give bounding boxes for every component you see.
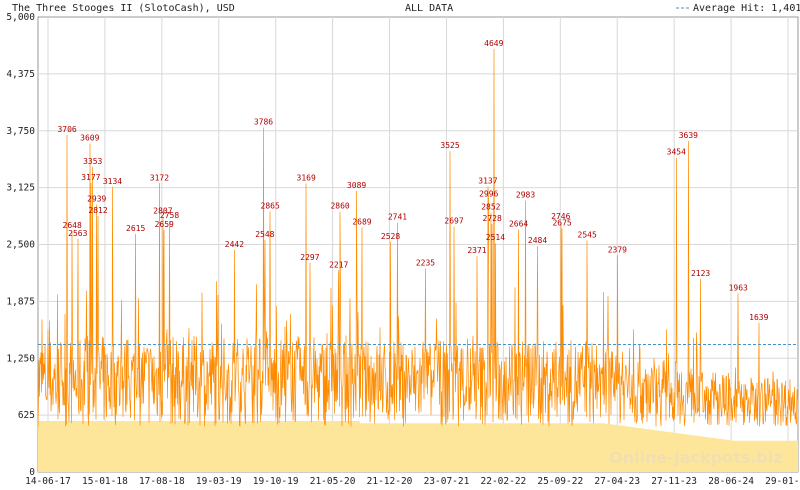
peak-label: 2563 xyxy=(68,229,87,238)
peak-label: 2442 xyxy=(225,240,244,249)
peak-label: 2379 xyxy=(608,246,627,255)
peak-label: 2648 xyxy=(63,221,82,230)
x-tick-label: 23-07-21 xyxy=(424,476,470,487)
peak-label: 2996 xyxy=(479,189,498,198)
peak-label: 1639 xyxy=(749,313,768,322)
range-label: ALL DATA xyxy=(405,3,453,14)
x-tick-label: 28-06-24 xyxy=(708,476,754,487)
peak-label: 4649 xyxy=(484,39,503,48)
peak-label: 2812 xyxy=(88,206,107,215)
chart-title: The Three Stooges II (SlotoCash), USD xyxy=(12,3,235,14)
peak-label: 2545 xyxy=(578,230,597,239)
grid-layer xyxy=(37,16,799,473)
peak-label: 2741 xyxy=(388,213,407,222)
peak-label: 2939 xyxy=(87,195,106,204)
peak-label: 2217 xyxy=(329,260,348,269)
peak-label: 2514 xyxy=(486,233,505,242)
peak-label: 2758 xyxy=(160,211,179,220)
peak-label: 2697 xyxy=(444,217,463,226)
peak-label: 2865 xyxy=(261,201,280,210)
peak-label: 2548 xyxy=(255,230,274,239)
legend-average-label: Average Hit: 1,401 xyxy=(693,3,800,14)
peak-label: 3353 xyxy=(83,157,102,166)
axis-layer: 0 625 1,250 1,875 2,500 3,125 3,750 4,375 5,000 1… xyxy=(6,12,800,487)
peak-label: 3169 xyxy=(297,174,316,183)
peak-label: 2675 xyxy=(552,219,571,228)
peak-label: 2484 xyxy=(528,236,547,245)
peak-label: 2746 xyxy=(551,212,570,221)
x-tick-label: 27-11-23 xyxy=(651,476,697,487)
peak-label: 3134 xyxy=(103,177,122,186)
peak-label: 2664 xyxy=(509,220,528,229)
peak-label: 2615 xyxy=(126,224,145,233)
x-tick-label: 21-12-20 xyxy=(367,476,413,487)
peak-label: 3089 xyxy=(347,181,366,190)
y-tick-label: 5,000 xyxy=(6,12,35,23)
x-tick-label: 14-06-17 xyxy=(25,476,71,487)
x-tick-label: 25-09-22 xyxy=(537,476,583,487)
x-tick-label: 19-03-19 xyxy=(196,476,242,487)
x-tick-label: 22-02-22 xyxy=(481,476,527,487)
peak-label: 3786 xyxy=(254,117,273,126)
y-tick-label: 2,500 xyxy=(6,240,35,251)
peak-label: 3639 xyxy=(679,131,698,140)
peak-label: 2852 xyxy=(481,202,500,211)
y-tick-label: 1,875 xyxy=(6,296,35,307)
minimum-area xyxy=(38,421,798,472)
peak-label: 2528 xyxy=(381,232,400,241)
x-tick-label: 21-05-20 xyxy=(310,476,356,487)
y-tick-label: 3,125 xyxy=(6,183,35,194)
peak-label: 3172 xyxy=(150,173,169,182)
peak-label: 2807 xyxy=(153,207,172,216)
peak-label: 3609 xyxy=(80,134,99,143)
peak-label: 2123 xyxy=(691,269,710,278)
y-tick-label: 0 xyxy=(29,467,35,478)
y-tick-label: 625 xyxy=(18,410,35,421)
peak-label: 2371 xyxy=(467,246,486,255)
peak-label: 2659 xyxy=(155,220,174,229)
peak-label: 2728 xyxy=(483,214,502,223)
peak-label: 2297 xyxy=(300,253,319,262)
y-tick-label: 3,750 xyxy=(6,126,35,137)
peak-label: 3137 xyxy=(478,177,497,186)
x-tick-label: 19-10-19 xyxy=(253,476,299,487)
peak-label: 3177 xyxy=(81,173,100,182)
x-tick-label: 15-01-18 xyxy=(82,476,128,487)
x-tick-label: 27-04-23 xyxy=(594,476,640,487)
peak-label: 2983 xyxy=(516,191,535,200)
x-tick-label: 29-01-25 xyxy=(765,476,800,487)
peak-label: 3706 xyxy=(57,125,76,134)
y-tick-label: 4,375 xyxy=(6,69,35,80)
y-tick-label: 1,250 xyxy=(6,353,35,364)
peak-label: 2689 xyxy=(352,217,371,226)
peak-label: 3454 xyxy=(667,148,686,157)
peak-label: 3525 xyxy=(440,141,459,150)
line-layer xyxy=(37,48,799,427)
area-layer xyxy=(38,421,798,472)
hit-series-line xyxy=(37,48,799,427)
x-tick-label: 17-08-18 xyxy=(139,476,185,487)
watermark: Online-Jackpots.biz xyxy=(609,448,783,467)
peak-label: 2860 xyxy=(330,202,349,211)
peak-label: 2235 xyxy=(416,259,435,268)
peak-label: 1963 xyxy=(729,283,748,292)
